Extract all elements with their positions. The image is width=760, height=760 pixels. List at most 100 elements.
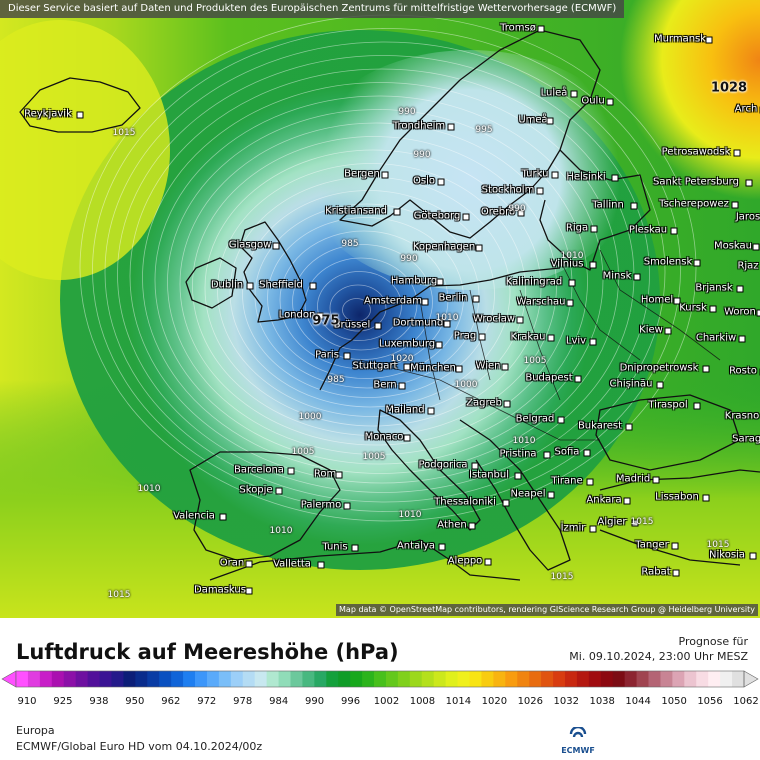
scale-cell [51,671,65,687]
region-label: Europa [16,724,55,737]
scale-tick-label: 1056 [697,696,723,707]
city-marker [693,259,701,267]
city-label: Damaskus [194,584,246,596]
city-marker [475,244,483,252]
city-label: Skopje [239,484,273,496]
scale-tick-label: 1050 [661,696,687,707]
scale-cell [481,671,494,687]
isobar-line [142,82,619,474]
scale-tick-label: 990 [305,696,325,707]
city-label: Dnipropetrowsk [619,362,699,374]
scale-cell [242,671,256,687]
city-label: Budapest [525,372,573,384]
city-label: Arch [734,103,758,115]
city-marker [275,487,283,495]
city-marker [427,407,435,415]
scale-border [15,670,745,688]
scale-cell [362,671,375,687]
city-label: Oslo [413,175,435,187]
scale-cell [696,671,709,687]
city-marker [374,322,382,330]
city-label: Kiew [639,324,663,336]
city-marker [623,497,631,505]
isobar-label: 1015 [112,128,136,138]
isobar-line [267,217,464,379]
city-marker [589,525,597,533]
city-label: Saragossa [732,433,760,445]
scale-cell [720,671,733,687]
isobar-line [329,284,387,332]
city-marker [502,499,510,507]
city-marker [709,305,717,313]
city-label: Helsinki [566,171,606,183]
city-label: Oulu [581,95,605,107]
isobar-label: 1005 [362,452,386,462]
scale-tick-label: 972 [197,696,217,707]
city-label: Lviv [565,335,587,347]
scale-cell [553,671,566,687]
scale-tick-label: 1020 [481,696,508,707]
city-label: Palermo [300,499,342,511]
city-label: Smolensk [643,256,693,268]
city-label: Wrocław [472,313,516,325]
city-label: Tirane [551,475,583,487]
city-marker [574,375,582,383]
scale-cell [278,671,291,687]
city-label: Pleskau [628,224,668,236]
scale-cell [290,671,303,687]
scale-cell [397,671,411,687]
city-label: Stockholm [481,184,535,196]
city-marker [633,273,641,281]
city-label: Amsterdam [363,295,423,307]
scale-cell [469,671,482,687]
scale-tick-label: 1032 [553,696,579,707]
city-marker [437,178,445,186]
scale-cell [564,671,578,687]
city-label: Krakau [510,331,546,343]
city-label: Orebro [480,206,516,218]
city-marker [514,472,522,480]
scale-cell [732,671,745,687]
scale-cell [374,671,387,687]
city-marker [589,338,597,346]
city-marker [536,187,544,195]
city-marker [568,279,576,287]
isobar-label: 995 [475,125,493,135]
scale-arrow-right [743,670,759,688]
city-label: Glasgow [228,239,272,251]
scale-cell [684,671,697,687]
city-label: Jaros [735,211,760,223]
pressure-center-label: 1028 [710,80,748,96]
city-marker [702,494,710,502]
scale-cell [111,671,124,687]
map-attribution[interactable]: Map data © OpenStreetMap contributors, r… [336,604,758,616]
scale-cell [230,671,244,687]
city-marker [738,335,746,343]
city-label: Warschau [516,296,566,308]
scale-cell [517,671,530,687]
city-label: Nikosia [709,549,745,561]
isobar-label: 1005 [291,447,315,457]
isobar-label: 985 [327,375,345,385]
city-marker [472,295,480,303]
city-label: Brjansk [695,282,733,294]
scale-cell [206,671,220,687]
city-marker [702,365,710,373]
city-label: Murmansk [653,33,707,45]
scale-tick-label: 1038 [589,696,615,707]
scale-cell [708,671,721,687]
city-marker [547,334,555,342]
scale-cell [541,671,554,687]
forecast-time: Mi. 09.10.2024, 23:00 Uhr MESZ [569,650,748,663]
pressure-center-label: 975 [312,313,340,329]
city-marker [671,542,679,550]
pressure-map[interactable]: Dieser Service basiert auf Daten und Pro… [0,0,760,618]
city-label: Dublin [210,279,244,291]
city-marker [672,569,680,577]
city-marker [381,171,389,179]
scale-cell [99,671,112,687]
city-label: Rabat [641,566,671,578]
city-marker [625,423,633,431]
city-label: Umeå [518,114,548,126]
isobar-line [317,271,402,341]
